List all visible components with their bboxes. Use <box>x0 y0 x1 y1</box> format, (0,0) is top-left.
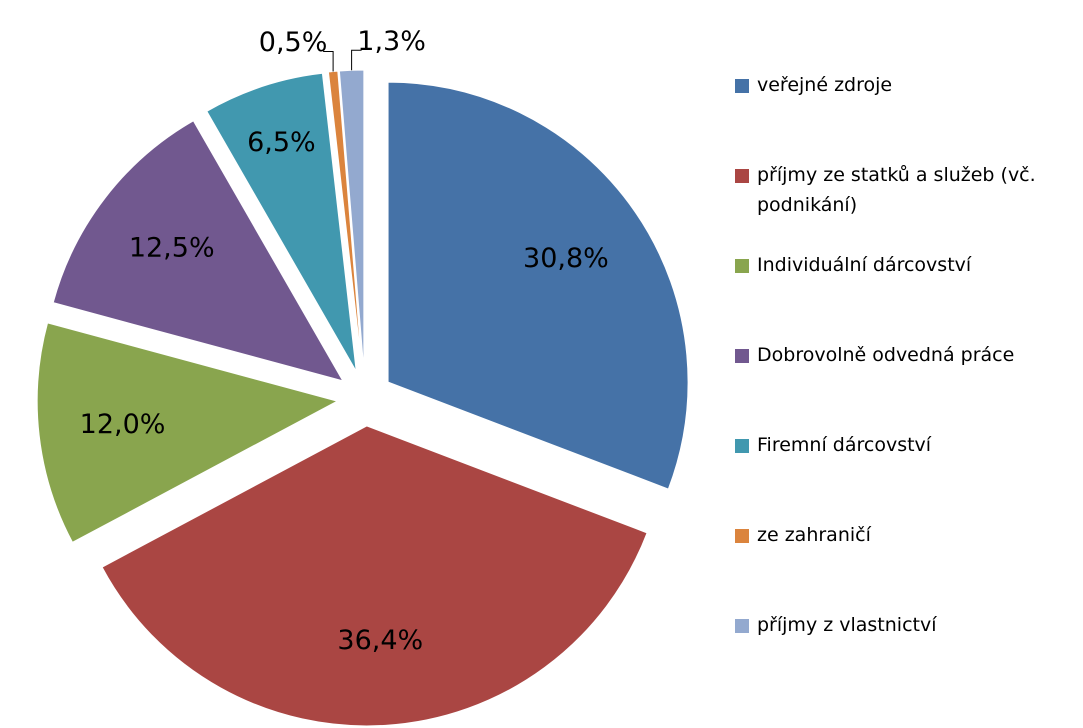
legend-item: veřejné zdroje <box>735 70 1080 160</box>
leader-line <box>351 49 362 71</box>
pie-slice <box>101 425 648 727</box>
legend-label: Individuální dárcovství <box>757 254 972 276</box>
legend-item: ze zahraničí <box>735 520 1080 610</box>
legend-label: Dobrovolně odvedná práce <box>757 344 1015 366</box>
pie-slice <box>387 81 689 490</box>
legend-item: Dobrovolně odvedná práce <box>735 340 1080 430</box>
legend-swatch <box>735 619 749 633</box>
legend-swatch <box>735 259 749 273</box>
legend-swatch <box>735 169 749 183</box>
legend-label: příjmy z vlastnictví <box>757 614 937 636</box>
legend-swatch <box>735 349 749 363</box>
pie-slice <box>52 120 344 382</box>
legend-swatch <box>735 79 749 93</box>
legend-label: veřejné zdroje <box>757 74 893 96</box>
legend-swatch <box>735 439 749 453</box>
legend-label: ze zahraničí <box>757 524 871 546</box>
data-label: 30,8% <box>523 243 609 274</box>
pie-slice <box>206 72 357 372</box>
legend-item: Firemní dárcovství <box>735 430 1080 520</box>
legend-item: příjmy z vlastnictví <box>735 610 1080 700</box>
legend-swatch <box>735 529 749 543</box>
legend-item: Individuální dárcovství <box>735 250 1080 340</box>
pie-slice <box>327 70 363 371</box>
data-label: 0,5% <box>259 27 328 58</box>
data-label: 1,3% <box>357 26 426 57</box>
pie-slice <box>36 322 339 544</box>
legend-item: příjmy ze statků a služeb (vč. podnikání… <box>735 160 1080 250</box>
leader-line <box>323 51 334 72</box>
data-label: 12,5% <box>129 233 215 264</box>
data-label: 6,5% <box>247 127 316 158</box>
pie-area: 30,8% 36,4% 12,0% 12,5% 6,5% 0,5% 1,3% <box>36 26 689 727</box>
legend-label: příjmy ze statků a služeb (vč. podnikání… <box>757 164 1036 216</box>
legend-label: Firemní dárcovství <box>757 434 932 456</box>
data-label: 12,0% <box>80 409 166 440</box>
data-label: 36,4% <box>337 625 423 656</box>
legend: veřejné zdroje příjmy ze statků a služeb … <box>735 70 1080 700</box>
